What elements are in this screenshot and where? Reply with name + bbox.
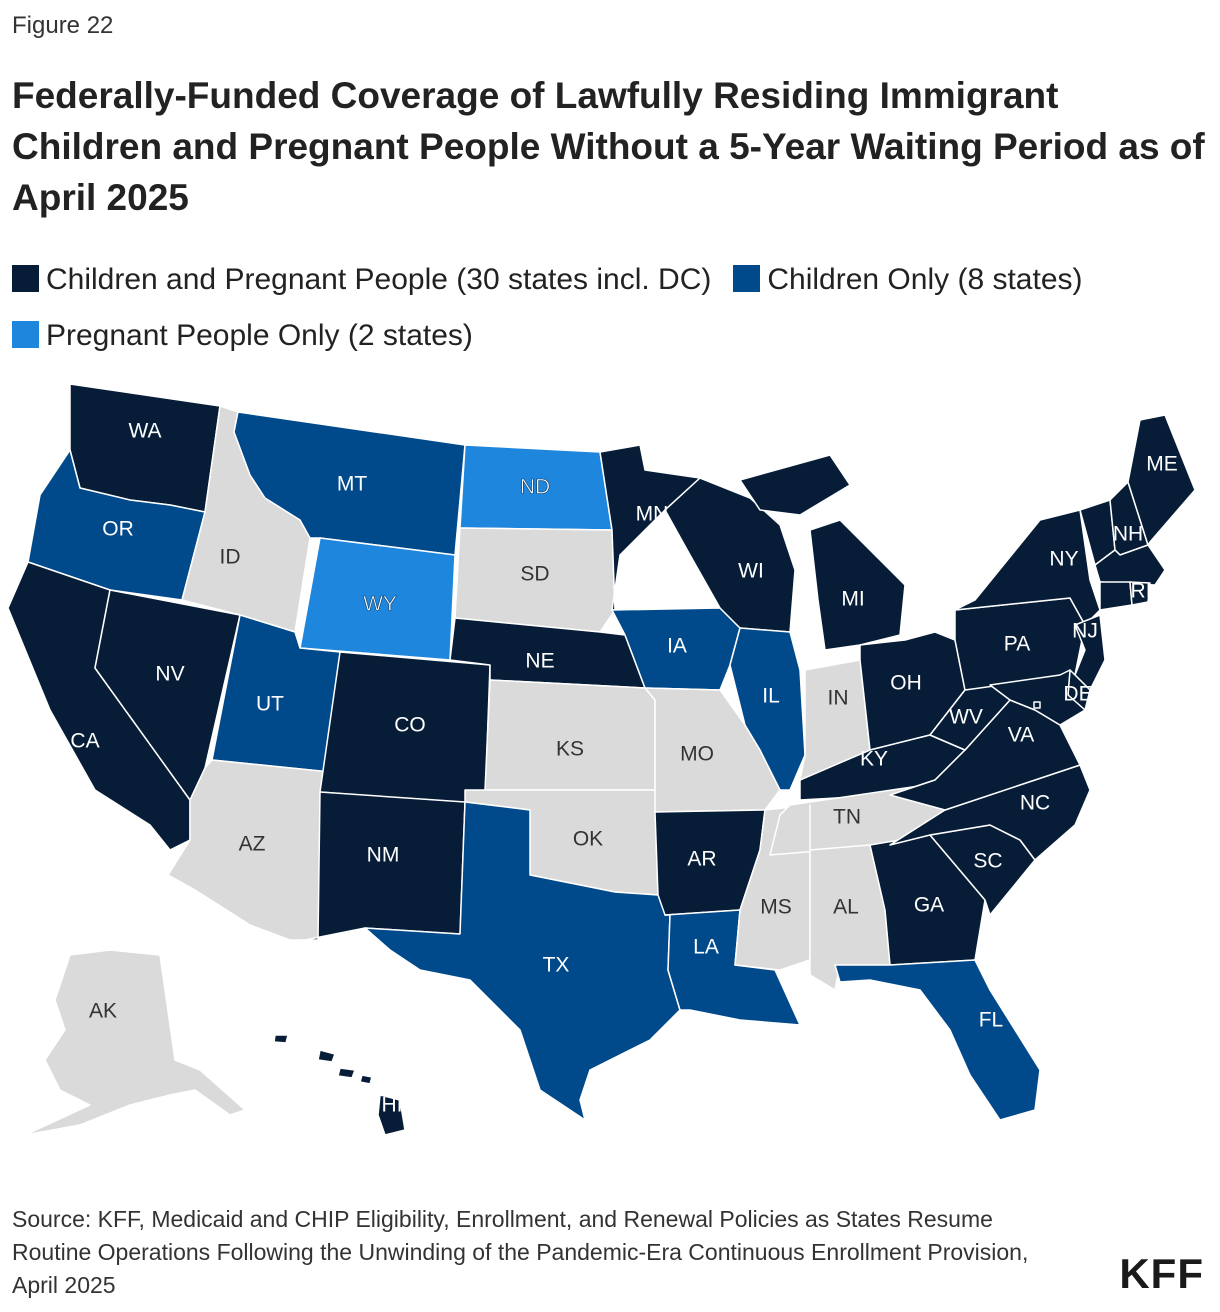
state-mn[interactable] — [599, 444, 701, 611]
us-state-map: WA OR CA NV ID MT WY UT AZ CO NM ND SD NE KS OK TX MN IA MO… — [7, 383, 1196, 1136]
state-label-ak: AK — [89, 1000, 117, 1023]
state-label-ok: OK — [573, 828, 603, 851]
state-label-in: IN — [828, 687, 849, 710]
figure-label: Figure 22 — [12, 12, 114, 39]
state-md[interactable] — [989, 669, 1086, 726]
state-label-de: DE — [1063, 683, 1092, 706]
state-fl[interactable] — [834, 959, 1041, 1121]
state-label-ut: UT — [256, 693, 284, 716]
legend-swatch-both — [12, 265, 39, 292]
state-label-co: CO — [394, 714, 426, 737]
state-dc[interactable] — [1033, 701, 1041, 709]
state-label-wy: WY — [363, 593, 397, 616]
legend-item-children[interactable]: Children Only (8 states) — [733, 252, 1083, 308]
kff-logo: KFF — [1119, 1250, 1204, 1297]
state-label-nc: NC — [1020, 792, 1050, 815]
legend-item-both[interactable]: Children and Pregnant People (30 states … — [12, 252, 711, 308]
state-label-nm: NM — [367, 844, 400, 867]
state-label-mi: MI — [841, 588, 864, 611]
state-label-pa: PA — [1004, 633, 1030, 656]
state-label-az: AZ — [239, 833, 266, 856]
state-label-ks: KS — [556, 738, 584, 761]
state-label-fl: FL — [979, 1009, 1004, 1032]
legend-swatch-pregnant — [12, 321, 39, 348]
state-label-mo: MO — [680, 743, 714, 766]
legend-label-both: Children and Pregnant People (30 states … — [46, 263, 712, 296]
state-label-wi: WI — [738, 560, 764, 583]
state-label-ar: AR — [687, 848, 716, 871]
state-label-nv: NV — [155, 663, 184, 686]
state-label-oh: OH — [890, 672, 922, 695]
state-label-hi: HI — [382, 1094, 403, 1117]
legend-item-pregnant[interactable]: Pregnant People Only (2 states) — [12, 308, 473, 364]
state-label-tx: TX — [543, 954, 570, 977]
state-shapes — [7, 383, 1196, 1136]
state-wi[interactable] — [664, 477, 796, 633]
state-label-wa: WA — [128, 420, 161, 443]
state-label-or: OR — [102, 518, 134, 541]
state-sd[interactable] — [454, 527, 616, 633]
state-mt[interactable] — [233, 411, 466, 556]
state-label-ny: NY — [1049, 548, 1078, 571]
state-label-ms: MS — [760, 896, 792, 919]
state-label-ia: IA — [667, 635, 687, 658]
state-label-sc: SC — [973, 850, 1002, 873]
state-label-nj: NJ — [1072, 620, 1098, 643]
state-label-il: IL — [762, 685, 780, 708]
legend-label-children: Children Only (8 states) — [767, 263, 1083, 296]
state-ri[interactable] — [1129, 581, 1151, 606]
state-label-ri: RI — [1131, 580, 1152, 603]
state-labels: WA OR CA NV ID MT WY UT AZ CO NM ND SD NE KS OK TX MN IA MO… — [70, 420, 1177, 1117]
state-label-ca: CA — [70, 730, 99, 753]
state-hi[interactable] — [273, 1034, 406, 1136]
state-nc[interactable] — [889, 764, 1091, 861]
legend-label-pregnant: Pregnant People Only (2 states) — [46, 319, 473, 352]
state-label-id: ID — [220, 546, 241, 569]
state-label-al: AL — [833, 896, 859, 919]
legend: Children and Pregnant People (30 states … — [12, 252, 1172, 364]
source-note: Source: KFF, Medicaid and CHIP Eligibili… — [12, 1206, 1029, 1298]
state-label-nd: ND — [520, 476, 550, 499]
state-label-mn: MN — [636, 503, 669, 526]
state-tx[interactable] — [364, 801, 681, 1121]
state-ct[interactable] — [1099, 581, 1133, 611]
state-ak[interactable] — [24, 949, 246, 1136]
state-mi[interactable] — [739, 454, 906, 651]
chart-title: Federally-Funded Coverage of Lawfully Re… — [12, 75, 1205, 218]
state-label-ne: NE — [525, 650, 554, 673]
state-ks[interactable] — [484, 679, 656, 791]
state-label-wv: WV — [949, 706, 983, 729]
state-il[interactable] — [729, 627, 806, 791]
state-label-la: LA — [693, 936, 719, 959]
state-label-sd: SD — [520, 563, 549, 586]
state-label-ga: GA — [914, 894, 944, 917]
state-label-nh: NH — [1113, 523, 1143, 546]
state-label-me: ME — [1146, 453, 1178, 476]
state-label-mt: MT — [337, 473, 367, 496]
state-label-va: VA — [1008, 724, 1034, 747]
legend-swatch-children — [733, 265, 761, 292]
state-label-ky: KY — [860, 748, 888, 771]
state-label-tn: TN — [833, 806, 861, 829]
